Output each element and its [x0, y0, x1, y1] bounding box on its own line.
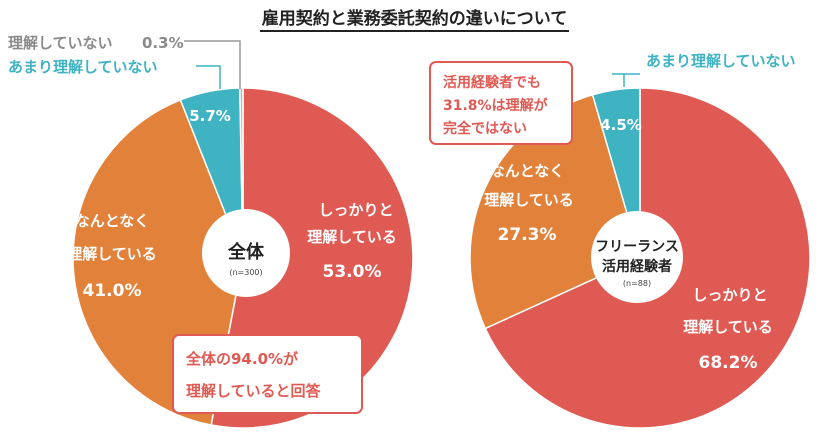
label-not-at-all: 理解していない	[8, 34, 113, 52]
label-understand-right-2: 理解している	[683, 318, 773, 336]
page-title: 雇用契約と業務委託契約の違いについて	[259, 4, 570, 32]
callout-box-right	[429, 61, 573, 145]
leader-line-not-much-left	[196, 65, 221, 89]
leader-line-not-at-all	[184, 40, 241, 89]
value-understand-right: 68.2%	[699, 353, 758, 373]
callout-left-line-2: 理解していると回答	[186, 382, 322, 400]
value-somewhat-left: 41.0%	[83, 281, 142, 301]
center-hole-left	[202, 209, 290, 297]
label-not-much-right: あまり理解していない	[646, 52, 796, 70]
center-title-right-1: フリーランス	[595, 239, 679, 255]
center-sub-right: (n=88)	[623, 279, 651, 288]
label-not-much-left: あまり理解していない	[8, 58, 158, 76]
label-somewhat-right-1: なんとなく	[490, 162, 565, 180]
center-hole-right	[591, 211, 683, 303]
value-not-much-left: 5.7%	[189, 107, 231, 125]
label-somewhat-right-2: 理解している	[484, 191, 574, 209]
callout-left-line-1: 全体の94.0%が	[185, 350, 299, 368]
callout-right-line-3: 完全ではない	[443, 120, 527, 137]
label-somewhat-left-1: なんとなく	[75, 212, 150, 230]
center-title-right-2: 活用経験者	[602, 258, 672, 275]
callout-right-line-2: 31.8%は理解が	[443, 97, 549, 114]
value-somewhat-right: 27.3%	[498, 225, 557, 245]
center-sub-left: (n=300)	[229, 268, 262, 277]
label-understand-right-1: しっかりと	[692, 286, 767, 304]
center-title-left: 全体	[227, 241, 265, 263]
label-understand-left-1: しっかりと	[318, 201, 393, 219]
callout-box-left	[172, 334, 363, 414]
label-somewhat-left-2: 理解している	[67, 245, 157, 263]
callout-right-line-1: 活用経験者でも	[443, 74, 541, 91]
value-understand-left: 53.0%	[323, 262, 382, 282]
value-not-much-right: 4.5%	[600, 116, 642, 134]
label-understand-left-2: 理解している	[307, 228, 397, 246]
value-not-at-all: 0.3%	[142, 34, 184, 52]
